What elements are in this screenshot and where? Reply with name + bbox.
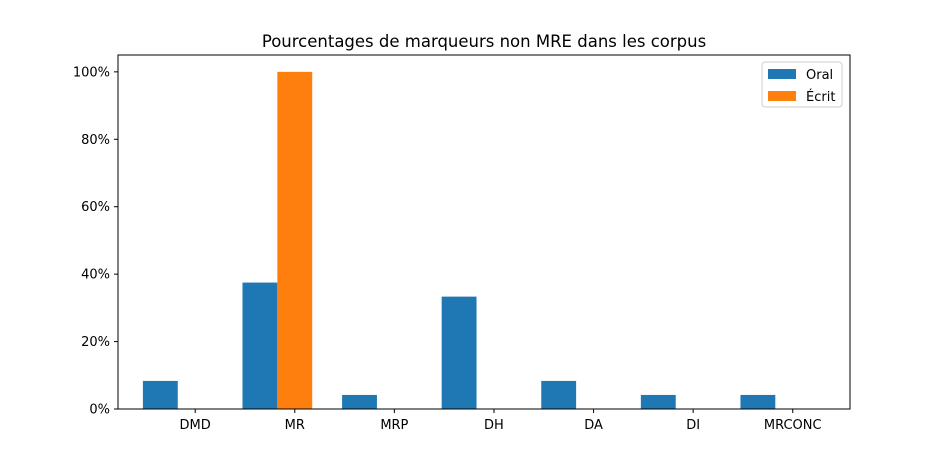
x-tick-label: MR (285, 418, 305, 433)
bar-oral-di (640, 394, 676, 409)
y-tick-label: 40% (81, 268, 110, 283)
y-tick-label: 20% (81, 335, 110, 350)
y-tick-label: 100% (73, 65, 110, 80)
x-axis: DMD MR MRP DH DA DI MRCONC (180, 409, 822, 433)
legend-swatch (768, 69, 796, 79)
bar-oral-mrp (342, 394, 377, 409)
plot-frame (117, 54, 851, 410)
x-tick-label: MRCONC (764, 418, 822, 433)
legend-label: Écrit (806, 89, 835, 105)
y-tick-label: 60% (81, 200, 110, 215)
bar-oral-dmd (142, 380, 178, 409)
y-tick-label: 80% (81, 133, 110, 148)
legend: Oral Écrit (761, 61, 843, 108)
x-tick-label: MRP (380, 418, 408, 433)
bar-crit-mr (277, 71, 313, 409)
legend-swatch (768, 91, 796, 101)
x-tick-label: DI (686, 418, 700, 433)
x-tick-label: DMD (180, 418, 211, 433)
x-tick-label: DH (484, 418, 504, 433)
bar-oral-da (541, 380, 577, 409)
chart-title: Pourcentages de marqueurs non MRE dans l… (262, 32, 706, 51)
y-tick-label: 0% (89, 403, 110, 418)
legend-label: Oral (806, 68, 833, 83)
bar-oral-mr (242, 282, 278, 409)
y-axis: 0% 20% 40% 60% 80% 100% (73, 65, 118, 418)
bar-oral-mrconc (740, 394, 776, 409)
bar-oral-dh (441, 296, 477, 409)
x-tick-label: DA (584, 418, 603, 433)
bars-group (142, 71, 776, 409)
